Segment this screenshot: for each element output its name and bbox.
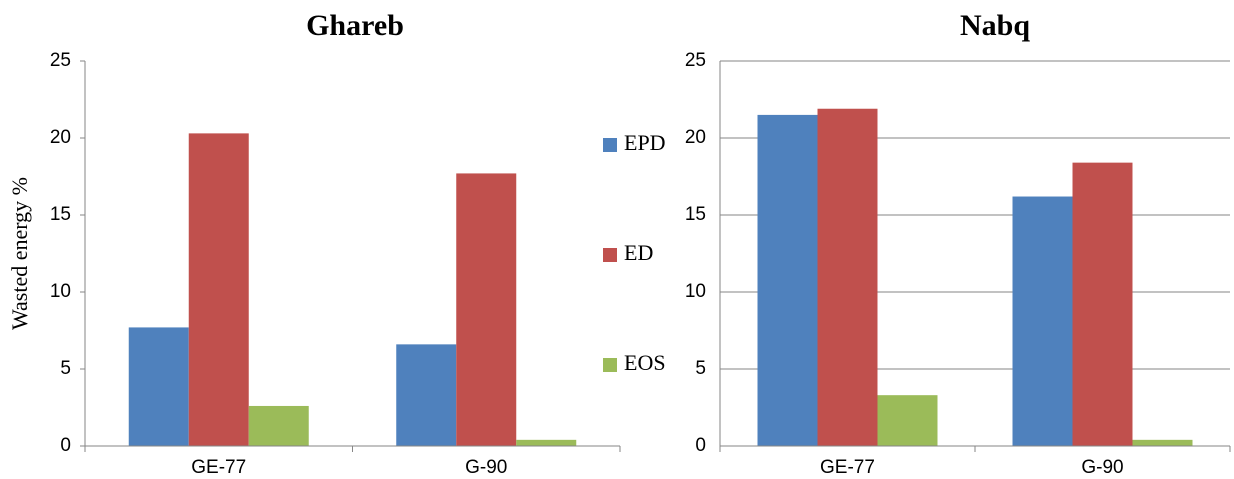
y-tick-label: 25 bbox=[50, 50, 71, 71]
bar bbox=[516, 439, 577, 446]
y-tick-label: 20 bbox=[50, 127, 71, 148]
x-tick-label: GE-77 bbox=[191, 457, 246, 478]
bar bbox=[248, 405, 309, 446]
y-tick-label: 10 bbox=[50, 281, 71, 302]
x-tick-label: G-90 bbox=[1081, 457, 1123, 478]
bar bbox=[1012, 196, 1073, 446]
bar bbox=[817, 108, 878, 447]
chart-title: Ghareb bbox=[306, 9, 404, 42]
bar bbox=[1132, 439, 1193, 446]
chart-title: Nabq bbox=[960, 9, 1030, 42]
legend-swatch bbox=[603, 248, 617, 262]
y-tick-label: 0 bbox=[695, 435, 706, 456]
y-tick-label: 10 bbox=[685, 281, 706, 302]
legend-swatch bbox=[603, 138, 617, 152]
bar bbox=[757, 114, 818, 447]
y-tick-label: 15 bbox=[50, 204, 71, 225]
bar bbox=[456, 173, 517, 447]
legend-label: EPD bbox=[624, 130, 666, 155]
x-tick-label: GE-77 bbox=[820, 457, 875, 478]
y-axis-label: Wasted energy % bbox=[7, 177, 32, 330]
legend-label: ED bbox=[624, 240, 653, 265]
y-tick-label: 25 bbox=[685, 50, 706, 71]
bar bbox=[188, 133, 249, 446]
y-tick-label: 15 bbox=[685, 204, 706, 225]
legend-swatch bbox=[603, 358, 617, 372]
bar bbox=[396, 344, 457, 446]
y-tick-label: 5 bbox=[60, 358, 71, 379]
bar bbox=[1072, 162, 1133, 446]
y-tick-label: 20 bbox=[685, 127, 706, 148]
bar bbox=[128, 327, 189, 446]
y-tick-label: 0 bbox=[60, 435, 71, 456]
x-tick-label: G-90 bbox=[465, 457, 507, 478]
legend-label: EOS bbox=[624, 350, 666, 375]
bar bbox=[877, 395, 938, 446]
y-tick-label: 5 bbox=[695, 358, 706, 379]
